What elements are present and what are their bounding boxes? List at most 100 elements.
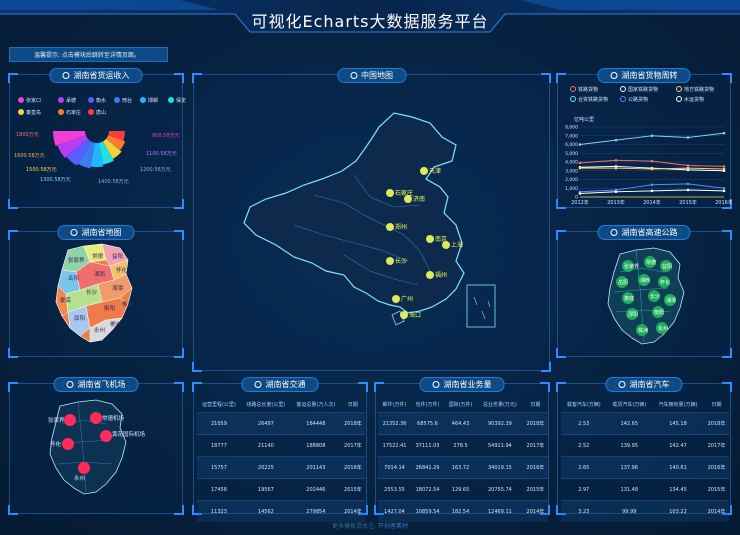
city-marker[interactable]	[400, 311, 408, 319]
data-point[interactable]	[686, 136, 690, 139]
legend-item[interactable]: 衡水	[88, 97, 106, 104]
airport-marker[interactable]	[100, 430, 112, 442]
highway-marker[interactable]	[616, 276, 628, 288]
panel-business[interactable]: 湖南省业务量 邮件(万件) 包件(万件) 国际(万件) 总业务量(万元) 日期 …	[374, 377, 550, 522]
highway-marker[interactable]	[622, 260, 634, 272]
rose-slice[interactable]	[103, 138, 122, 159]
city-marker[interactable]	[386, 257, 394, 265]
highway-marker[interactable]	[656, 322, 668, 334]
data-point[interactable]	[650, 167, 654, 171]
legend-item[interactable]: 国家铁路货物	[620, 86, 659, 93]
legend-item[interactable]: 铁路货物	[570, 86, 599, 93]
table-row[interactable]: 2.52 139.95 142.47 2017年	[561, 434, 729, 457]
highway-marker[interactable]	[652, 306, 664, 318]
highway-marker[interactable]	[660, 260, 672, 272]
table-row[interactable]: 3.23 99.99 103.22 2014年	[561, 500, 729, 522]
legend-item[interactable]: 秦皇岛	[18, 109, 41, 116]
legend-item[interactable]: 水运货物	[676, 96, 705, 103]
table-row[interactable]: 2.53 142.65 145.18 2018年	[561, 412, 729, 435]
highway-marker[interactable]	[638, 274, 650, 286]
table-row[interactable]: 2.65 137.96 140.61 2016年	[561, 456, 729, 479]
data-point[interactable]	[578, 166, 582, 170]
rose-slice[interactable]	[108, 131, 125, 141]
city-marker[interactable]	[392, 295, 400, 303]
highway-marker[interactable]	[622, 292, 634, 304]
data-point[interactable]	[722, 167, 726, 171]
data-point[interactable]	[650, 183, 654, 187]
data-point[interactable]	[686, 182, 690, 186]
legend-item[interactable]: 邢台	[114, 97, 132, 104]
data-point[interactable]	[722, 165, 726, 168]
table-row[interactable]: 21352.36 68575.6 464.43 90392.39 2018年	[378, 412, 548, 435]
highway-marker[interactable]	[648, 290, 660, 302]
data-point[interactable]	[722, 131, 726, 135]
city-marker[interactable]	[426, 235, 434, 243]
panel-airport[interactable]: 湖南省飞机场 张家界 常德机场 黄花国际机场 怀化 永州	[8, 377, 184, 515]
airport-marker[interactable]	[90, 412, 102, 424]
footer-link[interactable]: 开创者素材	[377, 523, 408, 530]
panel-goods-turnover[interactable]: 湖南省货物周转 铁路货物 国家铁路货物 地方铁路货物 合资铁路货物 公路货物 水运货物 亿吨…	[556, 68, 732, 209]
data-point[interactable]	[686, 166, 690, 170]
table-row[interactable]: 7014.14 26841.29 163.72 34019.15 2016年	[378, 456, 548, 479]
rose-slice[interactable]	[99, 141, 114, 165]
table-row[interactable]: 17522.41 37111.03 278.5 54911.94 2017年	[378, 434, 548, 457]
data-point[interactable]	[614, 166, 618, 170]
city-marker[interactable]	[404, 195, 412, 203]
table-row[interactable]: 18777 21140 188808 2017年	[197, 434, 365, 457]
legend-item[interactable]: 合资铁路货物	[570, 96, 609, 103]
legend-item[interactable]: 石家庄	[58, 109, 81, 116]
table-row[interactable]: 2553.55 18072.54 129.65 20755.74 2015年	[378, 478, 548, 501]
data-point[interactable]	[650, 134, 654, 138]
data-point[interactable]	[578, 161, 582, 165]
airport-marker[interactable]	[64, 414, 76, 426]
data-point[interactable]	[578, 192, 582, 195]
airport-marker[interactable]	[78, 462, 90, 474]
table-row[interactable]: 11323 14562 279854 2014年	[197, 500, 365, 522]
data-point[interactable]	[722, 189, 726, 193]
legend-item[interactable]: 公路货物	[620, 96, 649, 103]
table-row[interactable]: 1427.04 10859.54 182.54 12469.11 2014年	[378, 500, 548, 522]
city-marker[interactable]	[386, 223, 394, 231]
data-point[interactable]	[614, 138, 618, 142]
legend-item[interactable]: 地方铁路货物	[676, 86, 715, 93]
rose-slice[interactable]	[57, 135, 88, 158]
table-row[interactable]: 15757 20225 201143 2016年	[197, 456, 365, 479]
highway-marker[interactable]	[636, 324, 648, 336]
city-marker[interactable]	[420, 167, 428, 175]
rose-slice[interactable]	[90, 142, 104, 167]
data-point[interactable]	[614, 158, 618, 162]
panel-traffic[interactable]: 湖南省交通 运营里程(公里) 线路总长度(公里) 客运总量(万人次) 日期 21…	[192, 377, 368, 522]
highway-marker[interactable]	[664, 294, 676, 306]
airport-marker[interactable]	[62, 438, 74, 450]
legend-item[interactable]: 邯郸	[140, 97, 158, 104]
rose-slice[interactable]	[66, 138, 91, 166]
table-row[interactable]: 2.97 131.48 134.45 2015年	[561, 478, 729, 501]
rose-slice[interactable]	[53, 131, 86, 147]
panel-freight-income[interactable]: 湖南省货运收入 张家口 承德 衡水 邢台 邯郸 保定 秦皇岛 石家庄 唐山 1800万元 1600…	[8, 68, 186, 209]
data-point[interactable]	[686, 188, 690, 192]
data-point[interactable]	[614, 190, 618, 194]
rose-slice[interactable]	[78, 141, 95, 169]
data-point[interactable]	[578, 143, 582, 146]
highway-marker[interactable]	[658, 276, 670, 288]
legend-item[interactable]: 承德	[58, 97, 76, 104]
city-marker[interactable]	[426, 271, 434, 279]
legend-item[interactable]: 唐山	[88, 109, 106, 116]
table-row[interactable]: 21059 26497 184448 2018年	[197, 412, 365, 435]
data-point[interactable]	[650, 189, 654, 193]
legend-item[interactable]: 张家口	[18, 97, 41, 104]
panel-china-map[interactable]: 中国地图 天津 石家庄 济南 郑州 南京 上海 长沙 福州 广州 海口	[192, 68, 551, 372]
data-point[interactable]	[686, 164, 690, 167]
data-point[interactable]	[722, 186, 726, 190]
panel-highway[interactable]: 湖南省高速公路 张家界 常德 益阳 岳阳 湘西 怀化 娄底 长沙 湘潭 邵阳 衡阳 株洲 永州	[556, 225, 732, 358]
rose-slice[interactable]	[106, 135, 126, 151]
data-point[interactable]	[650, 159, 654, 163]
city-marker[interactable]	[386, 189, 394, 197]
highway-marker[interactable]	[644, 256, 656, 268]
legend-item[interactable]: 保定	[168, 97, 186, 104]
table-row[interactable]: 17458 19567 202446 2015年	[197, 478, 365, 501]
